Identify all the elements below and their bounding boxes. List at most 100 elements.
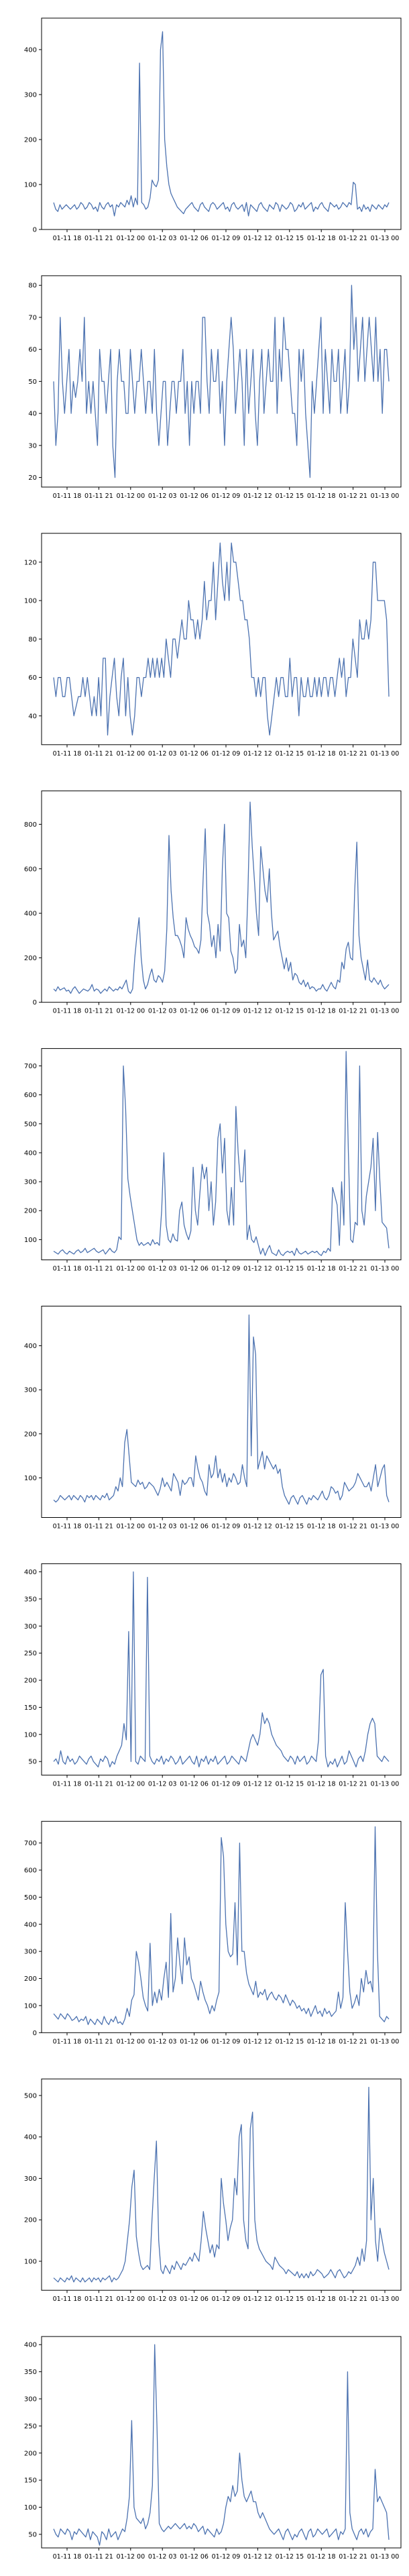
y-tick-label: 300	[24, 2395, 37, 2403]
x-tick-label: 01-12 15	[275, 1008, 304, 1015]
x-tick-label: 01-12 21	[339, 1780, 367, 1788]
x-tick-label: 01-12 12	[243, 493, 272, 500]
x-tick-label: 01-13 00	[371, 750, 400, 758]
y-tick-label: 120	[24, 559, 37, 566]
y-tick-label: 70	[28, 314, 37, 321]
y-tick-label: 100	[24, 1731, 37, 1739]
x-tick-label: 01-12 15	[275, 1266, 304, 1273]
x-tick-label: 01-13 00	[371, 2296, 400, 2303]
axes-frame	[41, 1048, 402, 1261]
series-line	[53, 2344, 390, 2546]
x-tick-label: 01-11 18	[53, 1266, 82, 1273]
series-line	[53, 1826, 390, 2025]
x-tick-label: 01-12 09	[212, 2296, 241, 2303]
y-tick-label: 400	[24, 1343, 37, 1350]
y-tick-label: 400	[24, 1921, 37, 1928]
x-tick-label: 01-12 09	[212, 2038, 241, 2045]
x-tick-label: 01-11 21	[84, 493, 113, 500]
y-tick-label: 50	[28, 1759, 37, 1766]
axes-frame	[41, 1563, 402, 1775]
x-tick-label: 01-12 15	[275, 2553, 304, 2561]
x-tick-label: 01-11 18	[53, 2038, 82, 2045]
axes-frame	[41, 2078, 402, 2291]
x-tick-label: 01-12 18	[307, 493, 336, 500]
axes-frame	[41, 275, 402, 488]
x-tick-label: 01-12 03	[148, 493, 177, 500]
x-tick-label: 01-11 18	[53, 1523, 82, 1531]
x-tick-label: 01-12 21	[339, 493, 367, 500]
y-tick-label: 50	[28, 2531, 37, 2538]
x-tick-label: 01-12 21	[339, 235, 367, 242]
x-tick-label: 01-12 18	[307, 235, 336, 242]
series-line	[53, 31, 390, 217]
x-tick-label: 01-11 18	[53, 2553, 82, 2561]
y-tick-label: 200	[24, 136, 37, 144]
x-tick-label: 01-12 03	[148, 2038, 177, 2045]
y-tick-label: 250	[24, 1650, 37, 1657]
x-tick-label: 01-12 06	[180, 1523, 209, 1531]
x-tick-label: 01-12 00	[116, 235, 145, 242]
x-tick-label: 01-12 03	[148, 1523, 177, 1531]
x-tick-label: 01-12 12	[243, 1523, 272, 1531]
x-tick-label: 01-12 21	[339, 2038, 367, 2045]
x-tick-label: 01-12 06	[180, 750, 209, 758]
x-tick-label: 01-11 18	[53, 1780, 82, 1788]
series-line	[53, 1314, 390, 1505]
x-tick-label: 01-12 00	[116, 493, 145, 500]
y-tick-label: 400	[24, 1569, 37, 1576]
x-tick-label: 01-12 18	[307, 2553, 336, 2561]
y-tick-label: 350	[24, 2369, 37, 2376]
x-tick-label: 01-12 12	[243, 235, 272, 242]
x-tick-label: 01-12 09	[212, 2553, 241, 2561]
y-tick-label: 100	[24, 181, 37, 189]
y-tick-label: 200	[24, 1431, 37, 1438]
y-tick-label: 100	[24, 2504, 37, 2512]
x-tick-label: 01-11 18	[53, 1008, 82, 1015]
x-tick-label: 01-12 12	[243, 2038, 272, 2045]
x-tick-label: 01-12 12	[243, 2553, 272, 2561]
x-tick-label: 01-12 21	[339, 1523, 367, 1531]
x-tick-label: 01-12 12	[243, 1008, 272, 1015]
x-tick-label: 01-12 03	[148, 1266, 177, 1273]
x-tick-label: 01-11 21	[84, 2553, 113, 2561]
x-tick-label: 01-13 00	[371, 1008, 400, 1015]
x-tick-label: 01-13 00	[371, 2038, 400, 2045]
y-tick-label: 400	[24, 911, 37, 918]
series-line	[53, 1571, 390, 1767]
y-tick-label: 0	[33, 2030, 37, 2037]
series-line	[53, 542, 390, 736]
x-tick-label: 01-12 00	[116, 1008, 145, 1015]
y-tick-label: 50	[28, 378, 37, 386]
x-tick-label: 01-12 15	[275, 2038, 304, 2045]
x-tick-label: 01-12 18	[307, 2038, 336, 2045]
y-tick-label: 600	[24, 1092, 37, 1099]
x-tick-label: 01-12 06	[180, 493, 209, 500]
x-tick-label: 01-12 18	[307, 1266, 336, 1273]
x-tick-label: 01-12 06	[180, 2038, 209, 2045]
x-tick-label: 01-12 00	[116, 2038, 145, 2045]
x-tick-label: 01-12 12	[243, 1780, 272, 1788]
x-tick-label: 01-12 18	[307, 1523, 336, 1531]
x-tick-label: 01-12 06	[180, 2296, 209, 2303]
x-tick-label: 01-12 03	[148, 2553, 177, 2561]
x-tick-label: 01-12 09	[212, 1266, 241, 1273]
x-tick-label: 01-12 00	[116, 750, 145, 758]
x-tick-label: 01-12 06	[180, 1266, 209, 1273]
y-tick-label: 100	[24, 1475, 37, 1482]
y-tick-label: 400	[24, 2342, 37, 2349]
y-tick-label: 40	[28, 713, 37, 720]
y-tick-label: 200	[24, 955, 37, 962]
y-tick-label: 500	[24, 2092, 37, 2100]
x-tick-label: 01-13 00	[371, 2553, 400, 2561]
x-tick-label: 01-11 21	[84, 2296, 113, 2303]
y-tick-label: 200	[24, 2217, 37, 2224]
y-tick-label: 300	[24, 1623, 37, 1631]
y-tick-label: 150	[24, 2477, 37, 2485]
x-tick-label: 01-12 03	[148, 1780, 177, 1788]
x-tick-label: 01-12 15	[275, 1523, 304, 1531]
